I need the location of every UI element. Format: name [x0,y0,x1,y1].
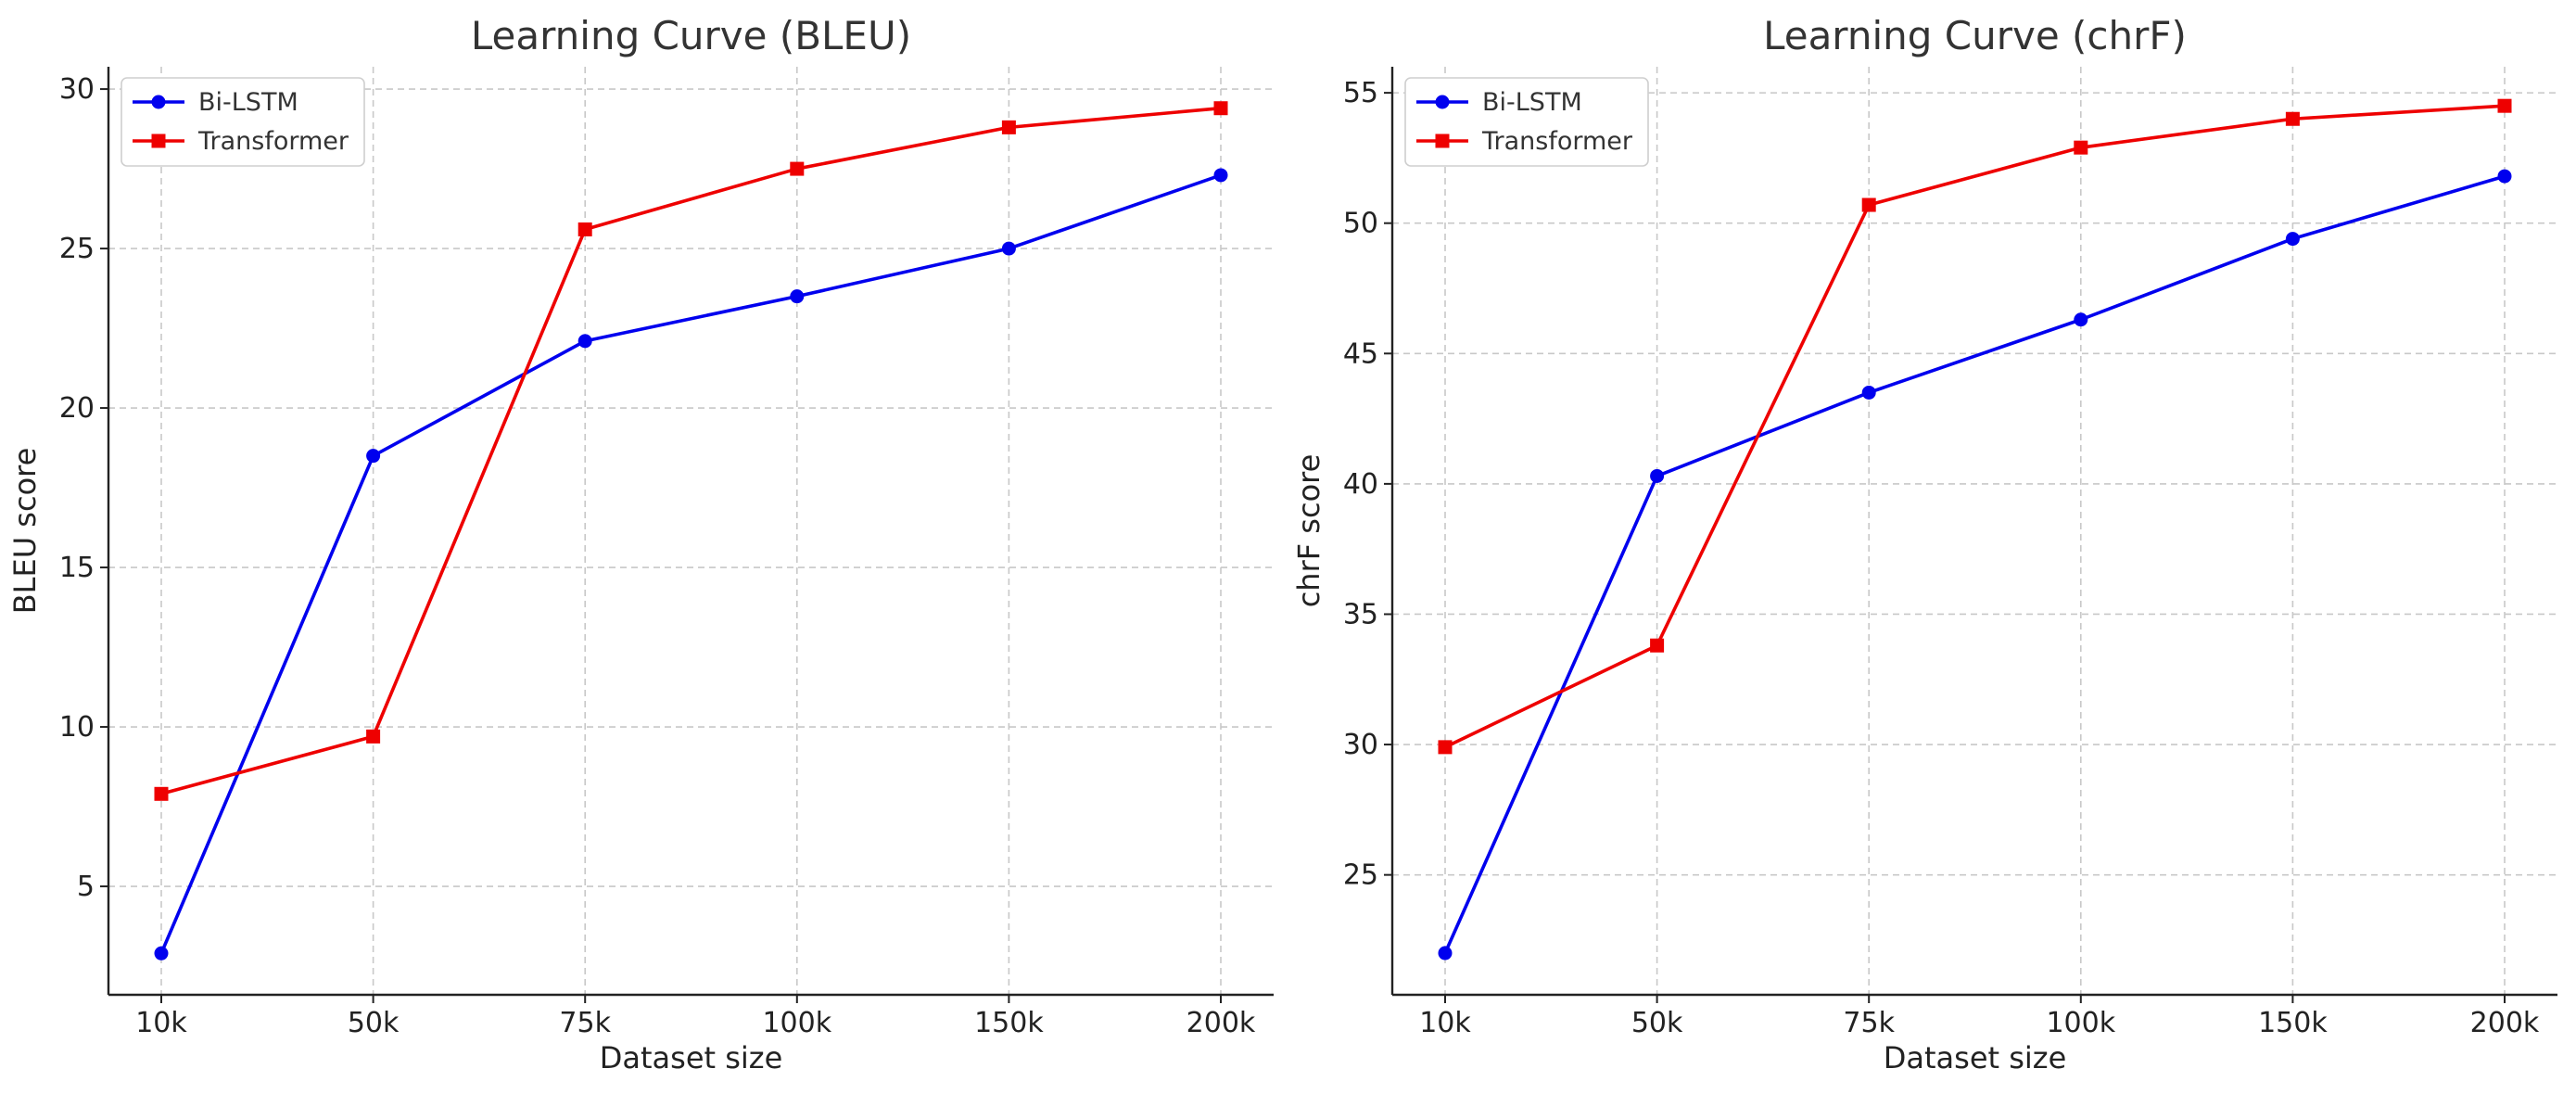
y-tick-label: 10 [59,711,95,744]
y-tick-label: 45 [1343,337,1378,370]
data-point [790,161,805,176]
x-tick-label: 75k [559,1007,611,1039]
series-group [154,101,1228,960]
chart-bleu: Learning Curve (BLEU) Dataset size BLEU … [7,13,1274,1075]
data-point [366,449,381,464]
series-line-transformer [1444,104,2506,749]
y-tick-label: 25 [1343,859,1378,892]
data-point [154,946,169,960]
chart-chrf: Learning Curve (chrF) Dataset size chrF … [1291,13,2557,1075]
x-tick-label: 100k [762,1007,831,1039]
data-point [2497,169,2512,184]
legend-marker [1435,134,1450,148]
x-ticks: 10k 50k 75k 100k 150k 200k [135,995,1256,1039]
legend: Bi-LSTM Transformer [1404,77,1649,167]
data-point [1213,101,1228,116]
data-point [1861,385,1876,400]
series-line-transformer [160,106,1222,796]
x-tick-label: 75k [1843,1007,1895,1039]
legend-label: Transformer [197,127,349,156]
grid-lines [1392,67,2557,995]
legend-box [121,77,365,167]
y-tick-label: 40 [1343,468,1378,501]
x-tick-label: 200k [1186,1007,1256,1039]
data-point [1438,740,1453,755]
data-point [1861,197,1876,212]
y-tick-label: 15 [59,552,95,584]
y-tick-label: 55 [1343,77,1378,109]
x-tick-label: 50k [1631,1007,1683,1039]
x-ticks: 10k 50k 75k 100k 150k 200k [1419,995,2540,1039]
y-tick-label: 30 [59,73,95,106]
data-point [790,289,805,304]
y-tick-label: 30 [1343,729,1378,761]
y-tick-label: 35 [1343,598,1378,630]
x-tick-label: 150k [974,1007,1044,1039]
x-tick-label: 200k [2470,1007,2540,1039]
data-point [2074,312,2088,327]
data-point [1001,241,1016,256]
x-tick-label: 100k [2046,1007,2115,1039]
y-tick-label: 50 [1343,208,1378,240]
data-point [2285,232,2300,247]
data-point [1650,638,1665,653]
data-point [2285,111,2300,126]
grid-lines [108,67,1274,995]
data-point [1438,946,1453,960]
legend-marker [1435,95,1450,109]
y-axis-label: BLEU score [7,448,43,615]
x-axis-label: Dataset size [600,1040,783,1075]
y-tick-label: 5 [77,871,95,903]
chart-title: Learning Curve (chrF) [1763,13,2187,58]
data-point [366,729,381,744]
series-group [1438,98,2512,960]
x-tick-label: 10k [135,1007,187,1039]
axes-spines [107,67,1274,997]
x-tick-label: 150k [2258,1007,2328,1039]
legend-marker [151,134,166,148]
series-line-bi-lstm [159,173,1222,954]
legend-label: Bi-LSTM [198,88,298,117]
data-point [577,222,592,236]
legend-label: Transformer [1481,127,1633,156]
y-ticks: 5 10 15 20 25 30 [59,73,108,903]
y-tick-label: 20 [59,392,95,425]
data-point [1213,168,1228,183]
data-point [1001,120,1016,134]
y-tick-label: 25 [59,233,95,265]
data-point [2074,140,2088,155]
legend: Bi-LSTM Transformer [121,77,365,167]
chart-title: Learning Curve (BLEU) [471,13,911,58]
legend-label: Bi-LSTM [1482,88,1582,117]
x-axis-label: Dataset size [1884,1040,2067,1075]
x-tick-label: 50k [348,1007,400,1039]
x-tick-label: 10k [1419,1007,1471,1039]
axes-spines [1390,67,2557,997]
y-axis-label: chrF score [1291,454,1326,608]
y-ticks: 25 30 35 40 45 50 55 [1343,77,1392,892]
data-point [2497,98,2512,113]
legend-box [1404,77,1649,167]
data-point [577,334,592,349]
data-point [1650,468,1665,483]
legend-marker [151,95,166,109]
series-line-bi-lstm [1443,174,2506,954]
data-point [154,786,169,801]
